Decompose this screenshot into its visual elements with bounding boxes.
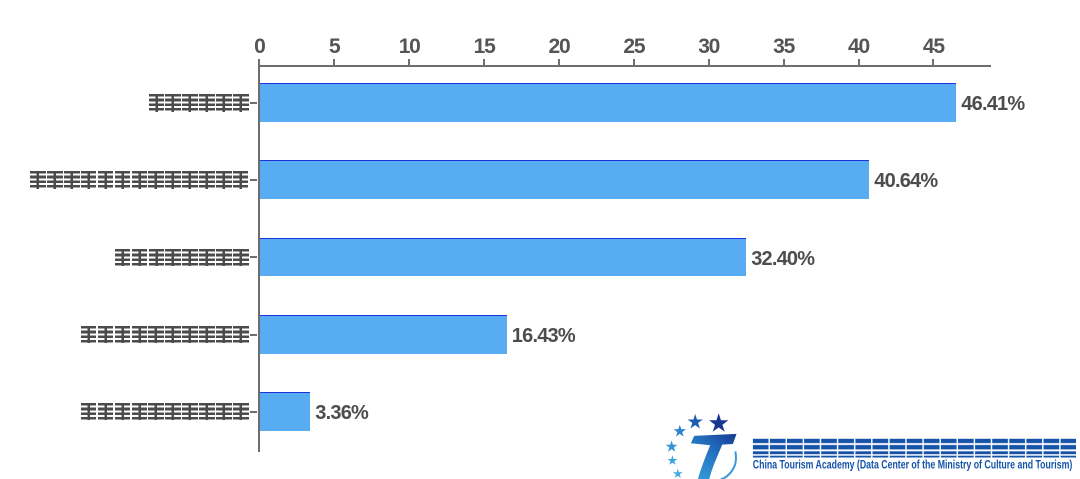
svg-text:China Tourism Academy (Data Ce: China Tourism Academy (Data Center of th… [753, 460, 1073, 472]
